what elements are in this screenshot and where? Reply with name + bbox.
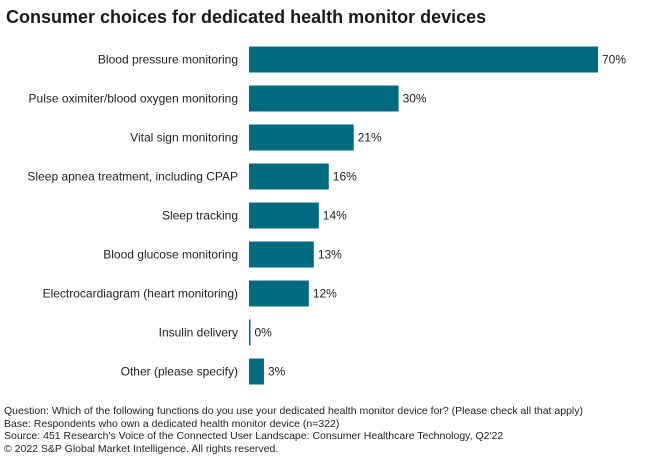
bar [249,124,354,151]
bar [249,202,319,229]
category-label: Blood pressure monitoring [98,53,238,67]
category-label: Insulin delivery [159,326,238,340]
value-label: 12% [313,287,337,301]
bar [249,241,314,268]
category-label: Sleep tracking [162,209,238,223]
value-label: 0% [255,326,273,340]
bar [249,46,598,73]
bar [249,319,251,346]
bar [249,280,309,307]
bar [249,358,264,385]
category-label: Other (please specify) [121,365,238,379]
value-label: 14% [323,209,347,223]
bar-chart: Blood pressure monitoring 70% Pulse oximit… [27,46,626,385]
question-note: Question: Which of the following functio… [4,405,583,417]
value-label: 16% [333,170,357,184]
value-label: 70% [602,53,626,67]
value-label: 13% [318,248,342,262]
chart-notes: Question: Which of the following functio… [4,405,583,455]
value-label: 30% [403,92,427,106]
category-label: Pulse oximiter/blood oxygen monitoring [29,92,238,106]
value-label: 21% [358,131,382,145]
category-label: Electrocardiagram (heart monitoring) [43,287,238,301]
base-note: Base: Respondents who own a dedicated he… [4,417,340,430]
chart-title: Consumer choices for dedicated health mo… [6,7,487,27]
bar [249,85,399,112]
category-label: Sleep apnea treatment, including CPAP [27,170,238,184]
bar [249,163,329,190]
source-note: Source: 451 Research's Voice of the Conn… [4,430,504,443]
category-label: Vital sign monitoring [130,131,238,145]
copyright-note: © 2022 S&P Global Market Intelligence. A… [4,442,279,455]
category-label: Blood glucose monitoring [103,248,238,262]
value-label: 3% [268,365,286,379]
